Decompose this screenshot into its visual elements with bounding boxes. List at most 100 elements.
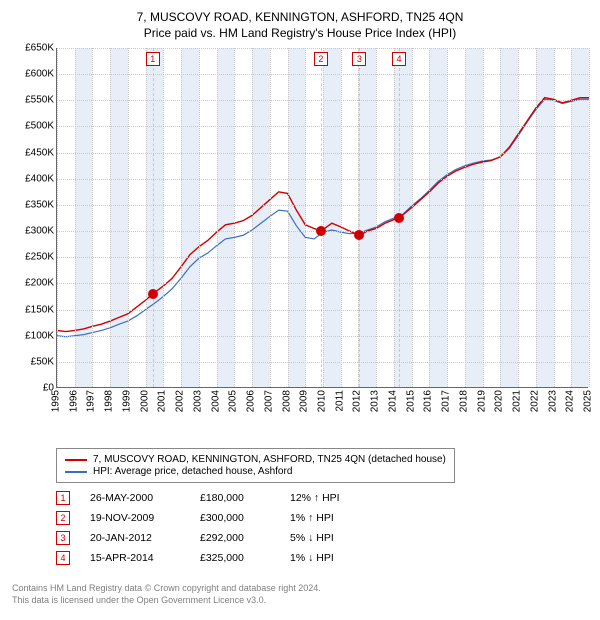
- footer-line: This data is licensed under the Open Gov…: [12, 595, 600, 607]
- gridline-v: [252, 48, 253, 387]
- x-tick-label: 2021: [512, 390, 523, 412]
- transaction-row: 219-NOV-2009£300,0001% ↑ HPI: [56, 511, 588, 525]
- x-tick-label: 2011: [334, 390, 345, 412]
- y-tick-label: £250K: [25, 252, 54, 263]
- plot-area: £0£50K£100K£150K£200K£250K£300K£350K£400…: [12, 48, 588, 408]
- gridline-v: [57, 48, 58, 387]
- title-block: 7, MUSCOVY ROAD, KENNINGTON, ASHFORD, TN…: [12, 10, 588, 40]
- x-tick-label: 1996: [68, 390, 79, 412]
- legend-swatch: [65, 459, 87, 461]
- gridline-v: [323, 48, 324, 387]
- x-tick-label: 2023: [547, 390, 558, 412]
- gridline-v: [163, 48, 164, 387]
- x-tick-label: 2024: [565, 390, 576, 412]
- x-tick-label: 2013: [370, 390, 381, 412]
- x-tick-label: 2018: [458, 390, 469, 412]
- gridline-v: [288, 48, 289, 387]
- sale-marker-line: [359, 48, 360, 387]
- plot: 1 2 3 4: [56, 48, 588, 388]
- y-tick-label: £200K: [25, 278, 54, 289]
- y-tick-label: £350K: [25, 199, 54, 210]
- y-tick-label: £400K: [25, 173, 54, 184]
- x-tick-label: 2006: [246, 390, 257, 412]
- x-tick-label: 2001: [157, 390, 168, 412]
- gridline-v: [536, 48, 537, 387]
- tx-date: 20-JAN-2012: [90, 532, 180, 544]
- x-axis: 1995199619971998199920002001200220032004…: [56, 388, 588, 408]
- gridline-v: [92, 48, 93, 387]
- transaction-row: 415-APR-2014£325,0001% ↓ HPI: [56, 551, 588, 565]
- gridline-v: [181, 48, 182, 387]
- tx-diff: 12% ↑ HPI: [290, 492, 380, 504]
- x-tick-label: 2014: [387, 390, 398, 412]
- x-tick-label: 1997: [86, 390, 97, 412]
- tx-price: £180,000: [200, 492, 270, 504]
- gridline-v: [376, 48, 377, 387]
- transaction-row: 1 26-MAY-2000 £180,000 12% ↑ HPI: [56, 491, 588, 505]
- tx-marker-box: 4: [56, 551, 70, 565]
- gridline-v: [234, 48, 235, 387]
- sale-marker-box: 2: [314, 52, 328, 66]
- tx-marker-box: 2: [56, 511, 70, 525]
- legend-label: HPI: Average price, detached house, Ashf…: [93, 466, 292, 477]
- tx-date: 26-MAY-2000: [90, 492, 180, 504]
- tx-diff: 1% ↑ HPI: [290, 512, 380, 524]
- legend: 7, MUSCOVY ROAD, KENNINGTON, ASHFORD, TN…: [56, 448, 455, 483]
- gridline-v: [571, 48, 572, 387]
- sale-marker-box: 4: [392, 52, 406, 66]
- tx-marker-box: 3: [56, 531, 70, 545]
- footer-attribution: Contains HM Land Registry data © Crown c…: [12, 583, 600, 606]
- transaction-row: 320-JAN-2012£292,0005% ↓ HPI: [56, 531, 588, 545]
- x-tick-label: 1998: [104, 390, 115, 412]
- gridline-v: [500, 48, 501, 387]
- x-tick-label: 2019: [476, 390, 487, 412]
- y-tick-label: £150K: [25, 304, 54, 315]
- chart-container: 7, MUSCOVY ROAD, KENNINGTON, ASHFORD, TN…: [0, 0, 600, 577]
- y-tick-label: £50K: [31, 356, 54, 367]
- x-tick-label: 2005: [228, 390, 239, 412]
- footer-line: Contains HM Land Registry data © Crown c…: [12, 583, 600, 595]
- x-tick-label: 2007: [263, 390, 274, 412]
- x-tick-label: 2008: [281, 390, 292, 412]
- sale-marker-box: 3: [352, 52, 366, 66]
- legend-label: 7, MUSCOVY ROAD, KENNINGTON, ASHFORD, TN…: [93, 454, 446, 465]
- x-tick-label: 2009: [299, 390, 310, 412]
- tx-diff: 1% ↓ HPI: [290, 552, 380, 564]
- gridline-v: [412, 48, 413, 387]
- sale-marker-line: [153, 48, 154, 387]
- y-tick-label: £300K: [25, 226, 54, 237]
- y-tick-label: £450K: [25, 147, 54, 158]
- chart-subtitle: Price paid vs. HM Land Registry's House …: [12, 26, 588, 40]
- gridline-v: [110, 48, 111, 387]
- y-tick-label: £500K: [25, 121, 54, 132]
- x-tick-label: 2004: [210, 390, 221, 412]
- sale-marker-line: [321, 48, 322, 387]
- tx-diff: 5% ↓ HPI: [290, 532, 380, 544]
- sale-marker-box: 1: [146, 52, 160, 66]
- x-tick-label: 2016: [423, 390, 434, 412]
- gridline-v: [305, 48, 306, 387]
- x-tick-label: 2017: [441, 390, 452, 412]
- gridline-v: [589, 48, 590, 387]
- gridline-v: [447, 48, 448, 387]
- legend-item: 7, MUSCOVY ROAD, KENNINGTON, ASHFORD, TN…: [65, 454, 446, 465]
- gridline-v: [270, 48, 271, 387]
- x-tick-label: 1995: [51, 390, 62, 412]
- x-tick-label: 2020: [494, 390, 505, 412]
- tx-price: £325,000: [200, 552, 270, 564]
- x-tick-label: 2022: [529, 390, 540, 412]
- gridline-v: [341, 48, 342, 387]
- x-tick-label: 2000: [139, 390, 150, 412]
- gridline-v: [128, 48, 129, 387]
- y-tick-label: £550K: [25, 95, 54, 106]
- gridline-v: [146, 48, 147, 387]
- y-tick-label: £600K: [25, 69, 54, 80]
- x-tick-label: 2010: [317, 390, 328, 412]
- x-tick-label: 2025: [583, 390, 594, 412]
- gridline-v: [199, 48, 200, 387]
- gridline-v: [429, 48, 430, 387]
- tx-marker-box: 1: [56, 491, 70, 505]
- gridline-v: [483, 48, 484, 387]
- gridline-v: [465, 48, 466, 387]
- y-tick-label: £650K: [25, 43, 54, 54]
